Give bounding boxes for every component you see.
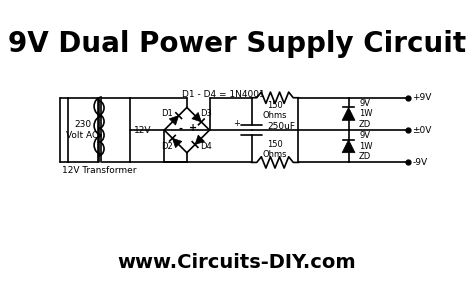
- Text: 150
Ohms: 150 Ohms: [263, 101, 287, 120]
- Text: +: +: [189, 123, 197, 133]
- Text: D3: D3: [201, 109, 212, 118]
- Text: +: +: [234, 119, 240, 128]
- Polygon shape: [173, 138, 182, 148]
- Text: 250uF: 250uF: [268, 122, 296, 131]
- Text: 9V
1W
ZD: 9V 1W ZD: [359, 131, 373, 161]
- Text: D1 - D4 = 1N4001: D1 - D4 = 1N4001: [182, 90, 264, 99]
- Text: 12V Transformer: 12V Transformer: [62, 166, 137, 175]
- Text: 150
Ohms: 150 Ohms: [263, 140, 287, 159]
- Polygon shape: [169, 116, 179, 125]
- Text: 12V: 12V: [134, 125, 152, 135]
- Text: 230
Volt AC: 230 Volt AC: [66, 120, 99, 140]
- Text: 9V
1W
ZD: 9V 1W ZD: [359, 99, 373, 129]
- Text: D2: D2: [162, 142, 173, 151]
- Text: 9V Dual Power Supply Circuit: 9V Dual Power Supply Circuit: [8, 30, 466, 58]
- Polygon shape: [192, 112, 201, 122]
- Text: D1: D1: [162, 109, 173, 118]
- Text: -9V: -9V: [412, 158, 428, 167]
- Polygon shape: [342, 140, 355, 153]
- Text: -: -: [178, 123, 182, 133]
- Text: +9V: +9V: [412, 93, 432, 102]
- Text: D4: D4: [201, 142, 212, 151]
- Polygon shape: [342, 108, 355, 120]
- Text: www.Circuits-DIY.com: www.Circuits-DIY.com: [118, 253, 356, 272]
- Polygon shape: [195, 135, 204, 145]
- Text: ±0V: ±0V: [412, 125, 432, 135]
